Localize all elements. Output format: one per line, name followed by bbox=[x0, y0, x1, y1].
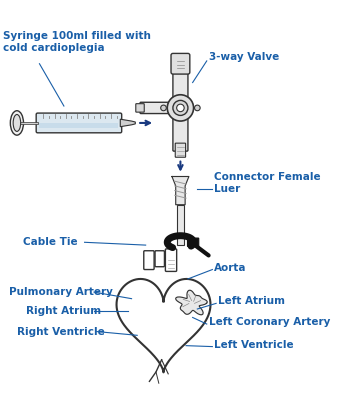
Text: Connector Female
Luer: Connector Female Luer bbox=[214, 172, 321, 194]
Polygon shape bbox=[176, 290, 207, 315]
Bar bbox=[39, 123, 118, 128]
Text: Syringe 100ml filled with
cold cardioplegia: Syringe 100ml filled with cold cardiople… bbox=[3, 31, 151, 53]
Text: Aorta: Aorta bbox=[214, 263, 247, 273]
FancyBboxPatch shape bbox=[175, 143, 186, 157]
Bar bbox=[177, 205, 184, 245]
Text: Pulmonary Artery: Pulmonary Artery bbox=[9, 287, 113, 297]
Text: 3-way Valve: 3-way Valve bbox=[208, 52, 279, 62]
FancyBboxPatch shape bbox=[155, 251, 165, 267]
Text: Cable Tie: Cable Tie bbox=[24, 237, 78, 247]
Ellipse shape bbox=[10, 111, 24, 135]
Text: Right Ventricle: Right Ventricle bbox=[17, 326, 105, 336]
Text: Left Atrium: Left Atrium bbox=[218, 296, 285, 306]
Text: Left Ventricle: Left Ventricle bbox=[214, 340, 294, 350]
Circle shape bbox=[167, 95, 194, 121]
FancyBboxPatch shape bbox=[140, 102, 179, 114]
Circle shape bbox=[177, 104, 184, 112]
Circle shape bbox=[173, 100, 188, 116]
Polygon shape bbox=[172, 176, 189, 205]
FancyBboxPatch shape bbox=[171, 54, 190, 74]
FancyBboxPatch shape bbox=[36, 113, 122, 133]
Text: Left Coronary Artery: Left Coronary Artery bbox=[208, 317, 330, 327]
Bar bbox=[17, 122, 38, 124]
FancyBboxPatch shape bbox=[173, 65, 188, 151]
Polygon shape bbox=[120, 119, 135, 127]
FancyBboxPatch shape bbox=[144, 251, 154, 270]
FancyBboxPatch shape bbox=[187, 238, 199, 246]
Ellipse shape bbox=[13, 114, 21, 132]
FancyBboxPatch shape bbox=[165, 249, 177, 272]
Circle shape bbox=[194, 105, 200, 111]
Circle shape bbox=[161, 105, 166, 111]
Polygon shape bbox=[117, 279, 211, 372]
FancyBboxPatch shape bbox=[136, 104, 144, 112]
Text: Right Atrium: Right Atrium bbox=[26, 306, 101, 316]
